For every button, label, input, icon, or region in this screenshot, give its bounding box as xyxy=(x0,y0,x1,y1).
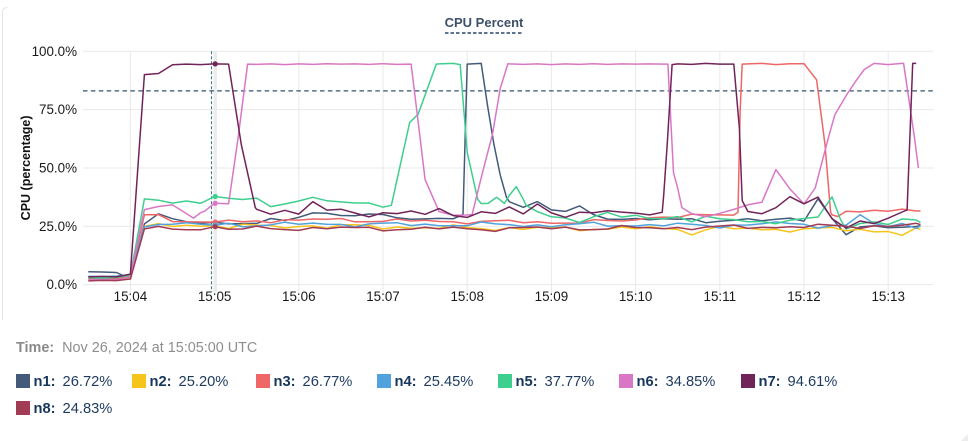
svg-text:15:08: 15:08 xyxy=(450,289,484,304)
svg-text:15:11: 15:11 xyxy=(704,289,737,304)
svg-text:CPU (percentage): CPU (percentage) xyxy=(19,115,33,220)
svg-text:15:04: 15:04 xyxy=(114,289,148,304)
svg-text:15:06: 15:06 xyxy=(282,289,316,304)
svg-text:15:09: 15:09 xyxy=(535,289,569,304)
svg-text:15:12: 15:12 xyxy=(787,289,821,304)
svg-text:15:13: 15:13 xyxy=(871,289,905,304)
svg-text:25.0%: 25.0% xyxy=(39,219,77,234)
svg-text:50.0%: 50.0% xyxy=(39,161,77,176)
svg-text:75.0%: 75.0% xyxy=(39,102,77,117)
svg-text:15:07: 15:07 xyxy=(366,289,400,304)
svg-text:15:10: 15:10 xyxy=(619,289,653,304)
svg-text:100.0%: 100.0% xyxy=(32,44,78,59)
svg-text:0.0%: 0.0% xyxy=(46,277,77,292)
svg-text:15:05: 15:05 xyxy=(198,289,232,304)
